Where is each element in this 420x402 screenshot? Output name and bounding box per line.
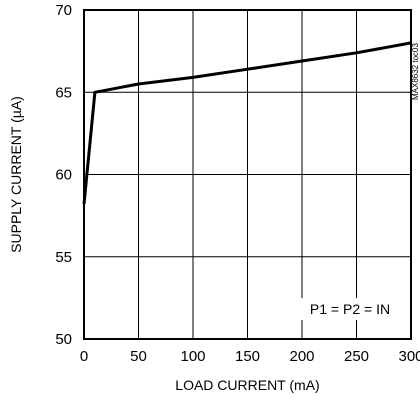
annotation-label: P1 = P2 = IN <box>310 301 390 317</box>
figure-id-label: MAX8632 toc03 <box>411 43 420 100</box>
x-tick-label: 250 <box>344 348 369 365</box>
annotation-background <box>298 298 402 320</box>
series-line <box>82 41 412 205</box>
x-tick-label: 50 <box>130 348 147 365</box>
y-tick-label: 50 <box>55 331 72 348</box>
y-tick-label: 55 <box>55 249 72 266</box>
y-tick-label: 60 <box>55 167 72 184</box>
x-axis-title: LOAD CURRENT (mA) <box>175 377 319 393</box>
y-tick-label: 70 <box>55 2 72 19</box>
x-tick-label: 0 <box>80 348 88 365</box>
grid <box>84 10 411 339</box>
y-axis-title: SUPPLY CURRENT (µA) <box>8 96 24 253</box>
tick-labels: 0 50 100 150 200 250 300 50 55 60 65 70 <box>55 2 420 365</box>
x-tick-label: 300 <box>398 348 420 365</box>
x-tick-label: 200 <box>289 348 314 365</box>
x-tick-label: 150 <box>235 348 260 365</box>
y-tick-label: 65 <box>55 84 72 101</box>
x-tick-label: 100 <box>180 348 205 365</box>
series-layer <box>82 41 412 205</box>
plot-frame <box>83 9 412 340</box>
